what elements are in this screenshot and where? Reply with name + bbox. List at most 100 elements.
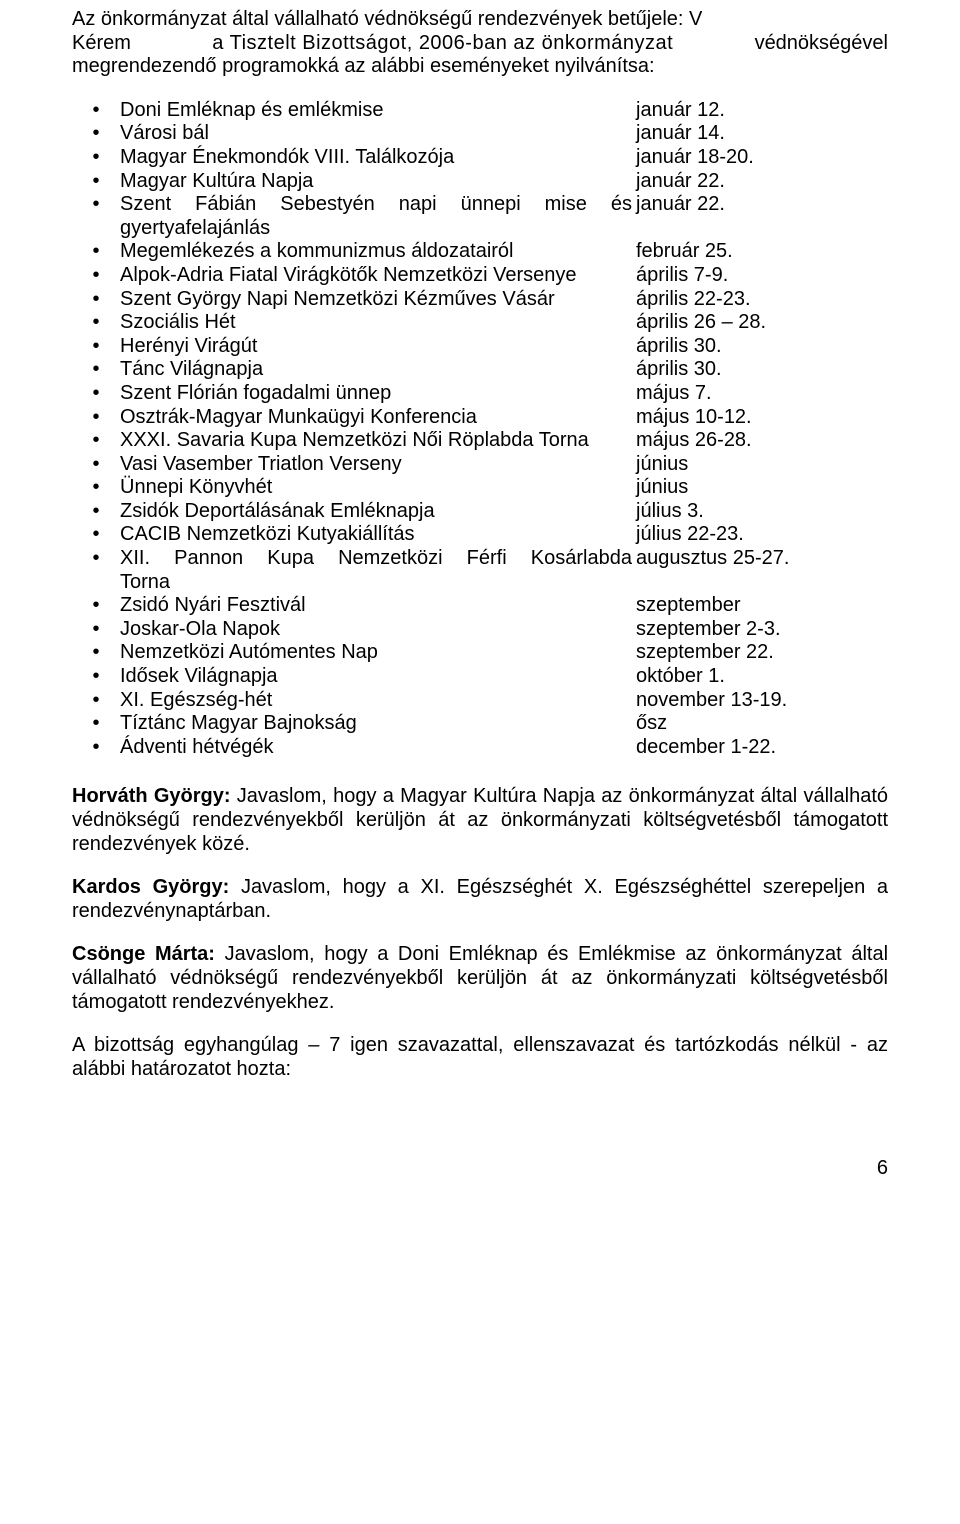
bullet-icon: • bbox=[92, 406, 99, 430]
event-label: Doni Emléknap és emlékmise bbox=[120, 99, 632, 123]
event-row: • Alpok-Adria Fiatal Virágkötők Nemzetköz… bbox=[72, 264, 888, 288]
event-label: Osztrák-Magyar Munkaügyi Konferencia bbox=[120, 406, 632, 430]
event-label: Megemlékezés a kommunizmus áldozatairól bbox=[120, 240, 632, 264]
intro-line2-left: Kérem bbox=[72, 32, 131, 56]
comment-paragraph: Kardos György: Javaslom, hogy a XI. Egés… bbox=[72, 876, 888, 923]
bullet-icon: • bbox=[92, 547, 99, 571]
comment-paragraph: Horváth György: Javaslom, hogy a Magyar … bbox=[72, 785, 888, 856]
speaker-name: Horváth György: bbox=[72, 785, 231, 807]
intro-line2-right: védnökségével bbox=[755, 32, 888, 56]
bullet-icon: • bbox=[92, 99, 99, 123]
event-label: Zsidó Nyári Fesztivál bbox=[120, 594, 632, 618]
event-label: Idősek Világnapja bbox=[120, 665, 632, 689]
event-row-continuation: gyertyafelajánlás bbox=[72, 217, 888, 241]
bullet-icon: • bbox=[92, 264, 99, 288]
event-row: • Zsidó Nyári Fesztiválszeptember bbox=[72, 594, 888, 618]
event-label: Ádventi hétvégék bbox=[120, 736, 632, 760]
event-row: •Doni Emléknap és emlékmisejanuár 12. bbox=[72, 99, 888, 123]
bullet-icon: • bbox=[92, 641, 99, 665]
event-date: április 30. bbox=[632, 335, 888, 359]
event-row: •Ünnepi Könyvhétjúnius bbox=[72, 476, 888, 500]
event-row: •Szent Flórián fogadalmi ünnepmájus 7. bbox=[72, 382, 888, 406]
event-row: •Vasi Vasember Triatlon Versenyjúnius bbox=[72, 453, 888, 477]
event-label: Magyar Énekmondók VIII. Találkozója bbox=[120, 146, 632, 170]
event-row: • Szent György Napi Nemzetközi Kézműves V… bbox=[72, 288, 888, 312]
intro-line1: Az önkormányzat által vállalható védnöks… bbox=[72, 8, 702, 30]
event-row: •Joskar-Ola Napokszeptember 2-3. bbox=[72, 618, 888, 642]
event-date: május 7. bbox=[632, 382, 888, 406]
event-row: • Szociális Hétáprilis 26 – 28. bbox=[72, 311, 888, 335]
events-list: •Doni Emléknap és emlékmisejanuár 12.•Vá… bbox=[72, 99, 888, 760]
event-label: Szent Flórián fogadalmi ünnep bbox=[120, 382, 632, 406]
event-row-continuation: Torna bbox=[72, 571, 888, 595]
event-date: ősz bbox=[632, 712, 888, 736]
event-row: •Zsidók Deportálásának Emléknapjajúlius … bbox=[72, 500, 888, 524]
bullet-icon: • bbox=[92, 193, 99, 217]
event-label: Nemzetközi Autómentes Nap bbox=[120, 641, 632, 665]
event-label: CACIB Nemzetközi Kutyakiállítás bbox=[120, 523, 632, 547]
event-date: január 22. bbox=[632, 170, 888, 194]
event-label: Szent György Napi Nemzetközi Kézműves Vá… bbox=[120, 288, 632, 312]
bullet-icon: • bbox=[92, 429, 99, 453]
event-row: •XI. Egészség-hétnovember 13-19. bbox=[72, 689, 888, 713]
event-label: Tánc Világnapja bbox=[120, 358, 632, 382]
event-label: XII. Pannon Kupa Nemzetközi Férfi Kosárl… bbox=[120, 547, 632, 571]
intro-line2-mid: a Tisztelt Bizottságot, 2006-ban az önko… bbox=[131, 32, 755, 56]
event-date: június bbox=[632, 453, 888, 477]
comment-paragraph: Csönge Márta: Javaslom, hogy a Doni Emlé… bbox=[72, 943, 888, 1014]
event-date: június bbox=[632, 476, 888, 500]
event-row: • Idősek Világnapjaoktóber 1. bbox=[72, 665, 888, 689]
bullet-icon: • bbox=[92, 736, 99, 760]
intro-paragraph: Az önkormányzat által vállalható védnöks… bbox=[72, 8, 888, 79]
speaker-name: Kardos György: bbox=[72, 876, 229, 898]
bullet-icon: • bbox=[92, 712, 99, 736]
event-date: október 1. bbox=[632, 665, 888, 689]
bullet-icon: • bbox=[92, 122, 99, 146]
event-date: július 22-23. bbox=[632, 523, 888, 547]
event-row: •Tánc Világnapjaáprilis 30. bbox=[72, 358, 888, 382]
event-row: •Magyar Énekmondók VIII. Találkozójajanu… bbox=[72, 146, 888, 170]
event-row: • Városi báljanuár 14. bbox=[72, 122, 888, 146]
event-row: •CACIB Nemzetközi Kutyakiállításjúlius 2… bbox=[72, 523, 888, 547]
page-number: 6 bbox=[72, 1157, 888, 1181]
event-row: •Ádventi hétvégékdecember 1-22. bbox=[72, 736, 888, 760]
event-date: május 10-12. bbox=[632, 406, 888, 430]
event-label: Ünnepi Könyvhét bbox=[120, 476, 632, 500]
bullet-icon: • bbox=[92, 170, 99, 194]
event-date: szeptember 2-3. bbox=[632, 618, 888, 642]
event-date: augusztus 25-27. bbox=[632, 547, 888, 571]
event-date: január 14. bbox=[632, 122, 888, 146]
bullet-icon: • bbox=[92, 335, 99, 359]
event-date: január 18-20. bbox=[632, 146, 888, 170]
event-label: Magyar Kultúra Napja bbox=[120, 170, 632, 194]
bullet-icon: • bbox=[92, 311, 99, 335]
event-row: • Szent Fábián Sebestyén napi ünnepi mise… bbox=[72, 193, 888, 217]
event-row: • Magyar Kultúra Napjajanuár 22. bbox=[72, 170, 888, 194]
event-label: Szociális Hét bbox=[120, 311, 632, 335]
event-label: XXXI. Savaria Kupa Nemzetközi Női Röplab… bbox=[120, 429, 632, 453]
comments-section: Horváth György: Javaslom, hogy a Magyar … bbox=[72, 785, 888, 1014]
event-row: • Osztrák-Magyar Munkaügyi Konferenciamáj… bbox=[72, 406, 888, 430]
event-label: Szent Fábián Sebestyén napi ünnepi mise … bbox=[120, 193, 632, 217]
event-label: Tíztánc Magyar Bajnokság bbox=[120, 712, 632, 736]
event-date: február 25. bbox=[632, 240, 888, 264]
event-row: • Megemlékezés a kommunizmus áldozatairól… bbox=[72, 240, 888, 264]
event-date: szeptember bbox=[632, 594, 888, 618]
event-label: Joskar-Ola Napok bbox=[120, 618, 632, 642]
event-row: • XII. Pannon Kupa Nemzetközi Férfi Kosár… bbox=[72, 547, 888, 571]
event-label: Városi bál bbox=[120, 122, 632, 146]
bullet-icon: • bbox=[92, 500, 99, 524]
event-label: Alpok-Adria Fiatal Virágkötők Nemzetközi… bbox=[120, 264, 632, 288]
bullet-icon: • bbox=[92, 453, 99, 477]
bullet-icon: • bbox=[92, 358, 99, 382]
closing-text: A bizottság egyhangúlag – 7 igen szavaza… bbox=[72, 1034, 888, 1080]
event-label-continuation: gyertyafelajánlás bbox=[72, 217, 632, 241]
bullet-icon: • bbox=[92, 665, 99, 689]
bullet-icon: • bbox=[92, 594, 99, 618]
bullet-icon: • bbox=[92, 240, 99, 264]
event-label: XI. Egészség-hét bbox=[120, 689, 632, 713]
bullet-icon: • bbox=[92, 288, 99, 312]
event-row: • Tíztánc Magyar Bajnokságősz bbox=[72, 712, 888, 736]
intro-line3: megrendezendő programokká az alábbi esem… bbox=[72, 55, 655, 77]
event-date: április 26 – 28. bbox=[632, 311, 888, 335]
